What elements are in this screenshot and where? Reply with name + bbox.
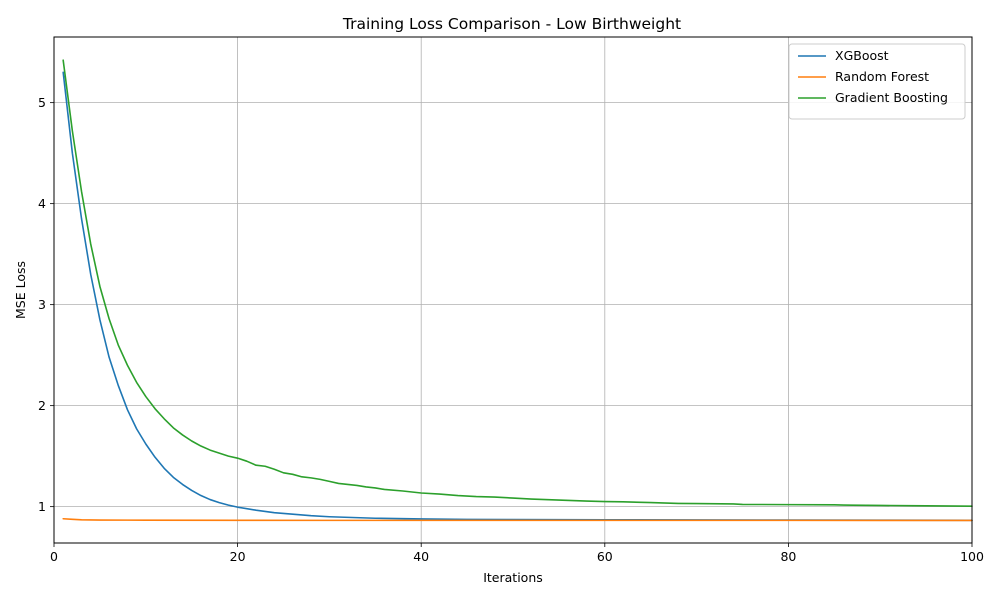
x-tick-label: 40 (413, 549, 429, 564)
x-axis-label: Iterations (483, 570, 543, 585)
x-tick-label: 80 (780, 549, 796, 564)
x-axis-ticks: 0 20 40 60 80 100 (50, 543, 984, 564)
legend-label: Gradient Boosting (835, 90, 948, 105)
x-tick-label: 100 (960, 549, 984, 564)
series-lines (62, 59, 973, 522)
y-tick-label: 5 (38, 95, 46, 110)
legend-label: Random Forest (835, 69, 929, 84)
x-tick-label: 20 (230, 549, 246, 564)
y-axis-ticks: 1 2 3 4 5 (38, 95, 54, 514)
legend-label: XGBoost (835, 48, 889, 63)
legend-box (788, 43, 966, 120)
series-line-random-forest (62, 517, 973, 522)
y-axis-label: MSE Loss (13, 261, 28, 319)
y-tick-label: 4 (38, 196, 46, 211)
series-line-gradient-boosting (62, 59, 973, 507)
y-tick-label: 1 (38, 499, 46, 514)
y-tick-label: 3 (38, 297, 46, 312)
plot-frame (53, 36, 973, 544)
x-tick-label: 60 (597, 549, 613, 564)
x-tick-label: 0 (50, 549, 58, 564)
legend: XGBoost Random Forest Gradient Boosting (788, 43, 966, 120)
y-tick-label: 2 (38, 398, 46, 413)
series-line-xgboost (62, 71, 973, 522)
chart-title: Training Loss Comparison - Low Birthweig… (342, 15, 681, 33)
